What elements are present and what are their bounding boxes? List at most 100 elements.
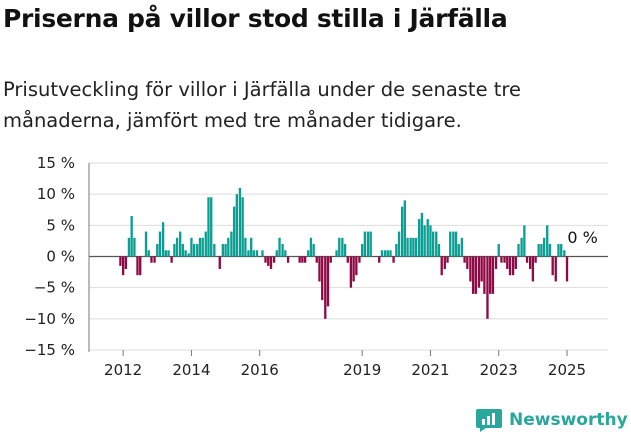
bar: [204, 231, 207, 257]
bar: [454, 231, 458, 257]
bar: [329, 256, 332, 263]
bar: [227, 237, 230, 257]
bar: [153, 256, 156, 263]
bar: [403, 200, 406, 257]
bar: [397, 231, 401, 257]
bar: [363, 231, 367, 257]
bar: [232, 206, 236, 257]
bar: [560, 244, 563, 257]
bar: [420, 212, 424, 257]
bar: [511, 256, 515, 276]
bar: [506, 256, 509, 269]
bar: [124, 256, 128, 269]
bar: [466, 256, 469, 269]
bar: [503, 256, 506, 263]
bar: [437, 244, 441, 257]
bar: [386, 250, 389, 257]
bar: [349, 256, 353, 288]
bar: [360, 244, 364, 257]
bar: [471, 256, 475, 294]
bar: [170, 256, 173, 263]
bar: [275, 250, 278, 257]
bar: [432, 231, 435, 257]
bar: [440, 256, 443, 276]
bar: [230, 231, 233, 257]
bar: [158, 231, 162, 257]
bar: [121, 256, 125, 276]
bar: [139, 256, 142, 276]
bar: [500, 256, 503, 263]
bar: [338, 237, 341, 257]
bar: [175, 237, 179, 257]
bar: [452, 231, 455, 257]
bar: [449, 231, 452, 257]
bar: [161, 222, 165, 257]
bar: [477, 256, 481, 288]
bar: [218, 256, 221, 269]
bar: [184, 250, 187, 257]
bar: [241, 197, 244, 257]
x-tick-label: 2016: [241, 361, 279, 379]
y-tick-label: 15 %: [37, 154, 75, 172]
bar: [486, 256, 489, 319]
bar: [224, 244, 227, 257]
bar: [383, 250, 387, 257]
bar: [164, 250, 167, 257]
bar: [551, 256, 554, 276]
bar: [309, 237, 313, 257]
bar: [395, 244, 398, 257]
bar: [457, 244, 460, 257]
bar: [491, 256, 495, 294]
bar: [554, 256, 557, 282]
bar: [255, 250, 259, 257]
bar: [286, 256, 290, 263]
x-tick-label: 2021: [411, 361, 449, 379]
bar: [429, 225, 432, 257]
bar: [469, 256, 472, 282]
bar: [366, 231, 370, 257]
y-tick-label: 10 %: [37, 185, 75, 203]
y-tick-label: −5 %: [34, 279, 75, 297]
bar: [548, 244, 552, 257]
bar: [528, 256, 532, 269]
bar: [136, 256, 139, 276]
bar: [409, 237, 412, 257]
brand[interactable]: Newsworthy: [475, 407, 628, 433]
bar: [190, 237, 193, 257]
bar: [213, 244, 216, 257]
bar: [474, 256, 478, 294]
bar: [312, 244, 315, 257]
bar: [221, 244, 225, 257]
bar: [378, 256, 381, 263]
bar: [412, 237, 415, 257]
bar: [250, 237, 253, 257]
bar: [343, 244, 347, 257]
bar: [426, 219, 429, 257]
bar: [546, 225, 549, 257]
x-tick-label: 2014: [172, 361, 210, 379]
bar: [418, 219, 421, 257]
bar: [508, 256, 512, 276]
bar: [460, 237, 464, 257]
bar: [369, 231, 372, 257]
bar: [196, 244, 199, 257]
bar: [207, 197, 210, 257]
y-tick-label: −10 %: [24, 310, 75, 328]
bar: [278, 237, 281, 257]
newsworthy-logo-icon: [476, 409, 502, 432]
bar: [380, 250, 384, 257]
bar: [247, 250, 250, 257]
bar: [346, 256, 349, 263]
bar: [480, 256, 483, 282]
bar: [244, 237, 247, 257]
bar: [181, 244, 185, 257]
bar: [167, 250, 170, 257]
bar: [201, 237, 204, 257]
bar: [537, 244, 540, 257]
bar: [179, 231, 182, 257]
bar: [514, 256, 517, 269]
bar: [414, 237, 418, 257]
bar: [389, 250, 392, 257]
bar: [392, 256, 395, 263]
x-axis: 2012 2014 2016 2019 2021 2023 2025: [88, 163, 586, 379]
